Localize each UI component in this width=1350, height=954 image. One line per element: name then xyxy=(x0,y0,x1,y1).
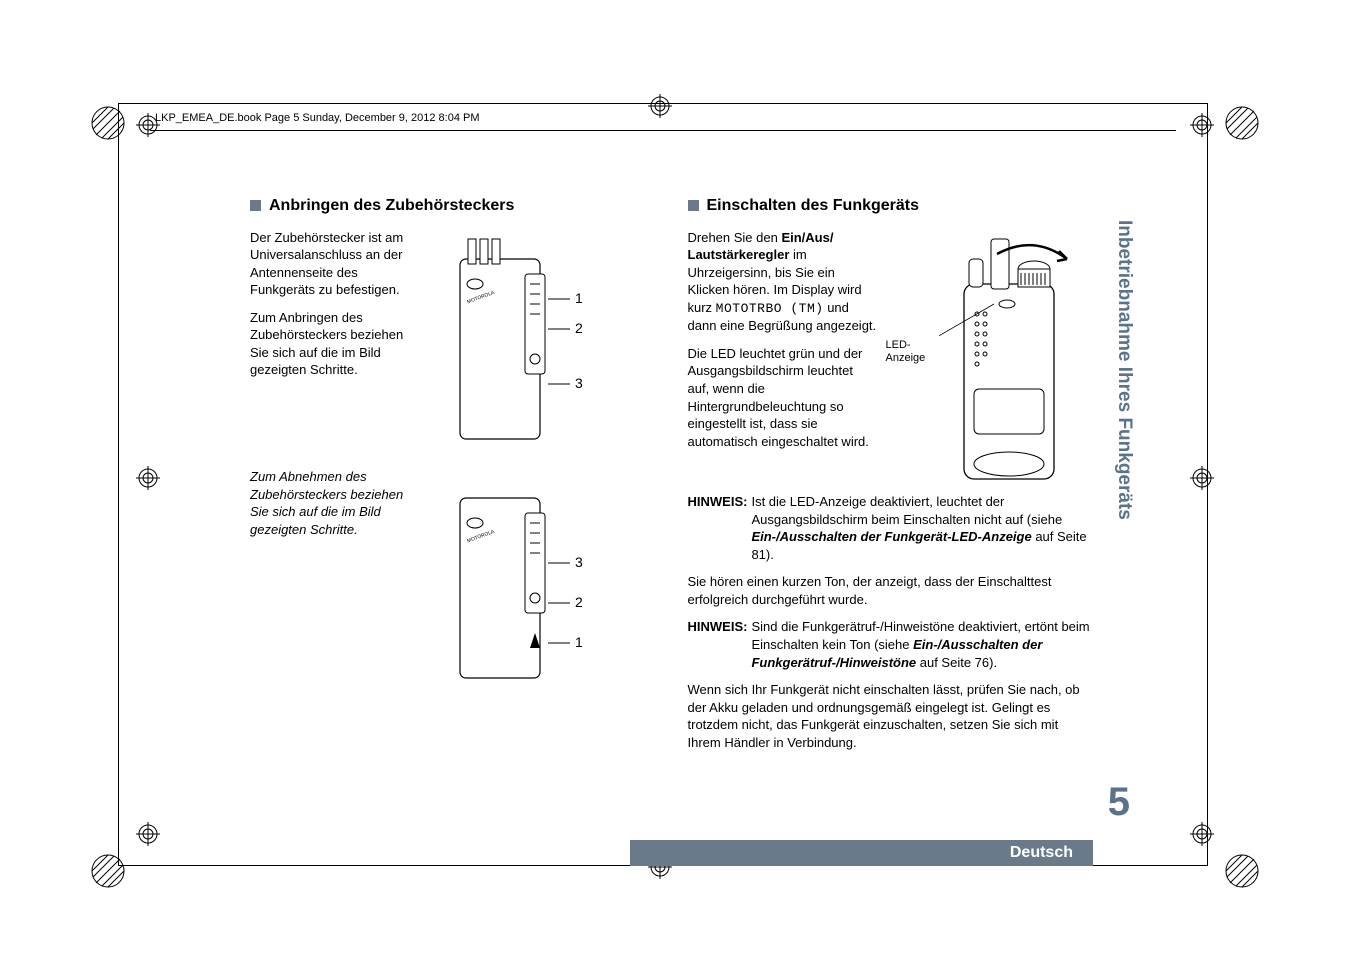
hatch-circle-icon xyxy=(1224,853,1260,889)
crosshair-icon xyxy=(136,113,160,137)
crosshair-icon xyxy=(136,466,160,490)
registration-mark xyxy=(1190,113,1214,142)
poweron-para-1: Drehen Sie den Ein/Aus/ Lautstärkeregler… xyxy=(688,229,878,335)
registration-mark xyxy=(136,822,160,851)
para1-pre: Drehen Sie den xyxy=(688,230,782,245)
attach-para-1: Der Zubehörstecker ist am Universalansch… xyxy=(250,229,420,299)
connector-figure-attach: 1 2 3 MOTOROLA xyxy=(430,229,600,454)
hatch-circle-icon xyxy=(90,853,126,889)
fig-label: 2 xyxy=(575,320,583,336)
registration-mark xyxy=(136,113,160,142)
connector-figure-detach: 3 2 1 MOTOROLA xyxy=(430,468,600,693)
registration-mark xyxy=(136,466,160,495)
hatch-circle-icon xyxy=(90,105,126,141)
hinweis-1: HINWEIS: Ist die LED-Anzeige deaktiviert… xyxy=(688,493,1091,563)
right-column: Einschalten des Funkgeräts Drehen Sie de… xyxy=(688,195,1091,761)
heading-attach-text: Anbringen des Zubehörsteckers xyxy=(269,195,514,217)
radio-connector-attach-icon: 1 2 3 MOTOROLA xyxy=(430,229,600,449)
fig-label: 3 xyxy=(575,375,583,391)
side-tab-title: Inbetriebnahme Ihres Funkgeräts xyxy=(1107,220,1135,650)
hatch-circle-icon xyxy=(1224,105,1260,141)
heading-poweron-text: Einschalten des Funkgeräts xyxy=(707,195,920,217)
crosshair-icon xyxy=(1190,822,1214,846)
fig-label: 3 xyxy=(575,554,583,570)
fig-label: 2 xyxy=(575,594,583,610)
crosshair-icon xyxy=(1190,466,1214,490)
hinweis-2-body: Sind die Funkgerätruf-/Hinweistöne deakt… xyxy=(751,618,1090,671)
radio-poweron-figure xyxy=(939,229,1079,494)
heading-marker-icon xyxy=(250,200,261,211)
crosshair-icon xyxy=(136,822,160,846)
heading-marker-icon xyxy=(688,200,699,211)
crosshair-icon xyxy=(648,94,672,118)
attach-para-2: Zum Anbringen des Zubehörsteckers bezieh… xyxy=(250,309,420,379)
radio-connector-detach-icon: 3 2 1 MOTOROLA xyxy=(430,468,600,688)
corner-mark xyxy=(1224,105,1260,146)
registration-mark xyxy=(1190,822,1214,851)
content-area: Anbringen des Zubehörsteckers Der Zubehö… xyxy=(250,195,1090,761)
registration-mark xyxy=(648,94,672,123)
corner-mark xyxy=(90,105,126,146)
hinweis1-pre: Ist die LED-Anzeige deaktiviert, leuchte… xyxy=(751,494,1062,527)
registration-mark xyxy=(1190,466,1214,495)
hinweis-2-label: HINWEIS: xyxy=(688,618,748,671)
hinweis1-ref: Ein-/Ausschalten der Funkgerät-LED-Anzei… xyxy=(751,529,1031,544)
radio-device-icon xyxy=(939,229,1079,489)
footer-language-bar: Deutsch xyxy=(630,840,1093,866)
hinweis-1-label: HINWEIS: xyxy=(688,493,748,563)
running-header: LKP_EMEA_DE.book Page 5 Sunday, December… xyxy=(155,112,480,124)
poweron-para-3: Sie hören einen kurzen Ton, der anzeigt,… xyxy=(688,573,1091,608)
section-heading-poweron: Einschalten des Funkgeräts xyxy=(688,195,1091,217)
hinweis2-post: auf Seite 76). xyxy=(916,655,997,670)
hinweis-2: HINWEIS: Sind die Funkgerätruf-/Hinweist… xyxy=(688,618,1091,671)
corner-mark xyxy=(90,853,126,894)
poweron-para-4: Wenn sich Ihr Funkgerät nicht einschalte… xyxy=(688,681,1091,751)
page-number: 5 xyxy=(1108,780,1130,825)
poweron-para-2: Die LED leuchtet grün und der Ausgangsbi… xyxy=(688,345,878,450)
para1-mono: MOTOTRBO (TM) xyxy=(716,301,824,316)
detach-para: Zum Abnehmen des Zubehörsteckers beziehe… xyxy=(250,468,420,538)
hinweis-1-body: Ist die LED-Anzeige deaktiviert, leuchte… xyxy=(751,493,1090,563)
left-column: Anbringen des Zubehörsteckers Der Zubehö… xyxy=(250,195,653,761)
crosshair-icon xyxy=(1190,113,1214,137)
section-heading-attach: Anbringen des Zubehörsteckers xyxy=(250,195,653,217)
corner-mark xyxy=(1224,853,1260,894)
fig-label: 1 xyxy=(575,634,583,650)
fig-label: 1 xyxy=(575,290,583,306)
header-rule xyxy=(150,130,1176,131)
led-callout-label: LED-Anzeige xyxy=(886,339,931,365)
